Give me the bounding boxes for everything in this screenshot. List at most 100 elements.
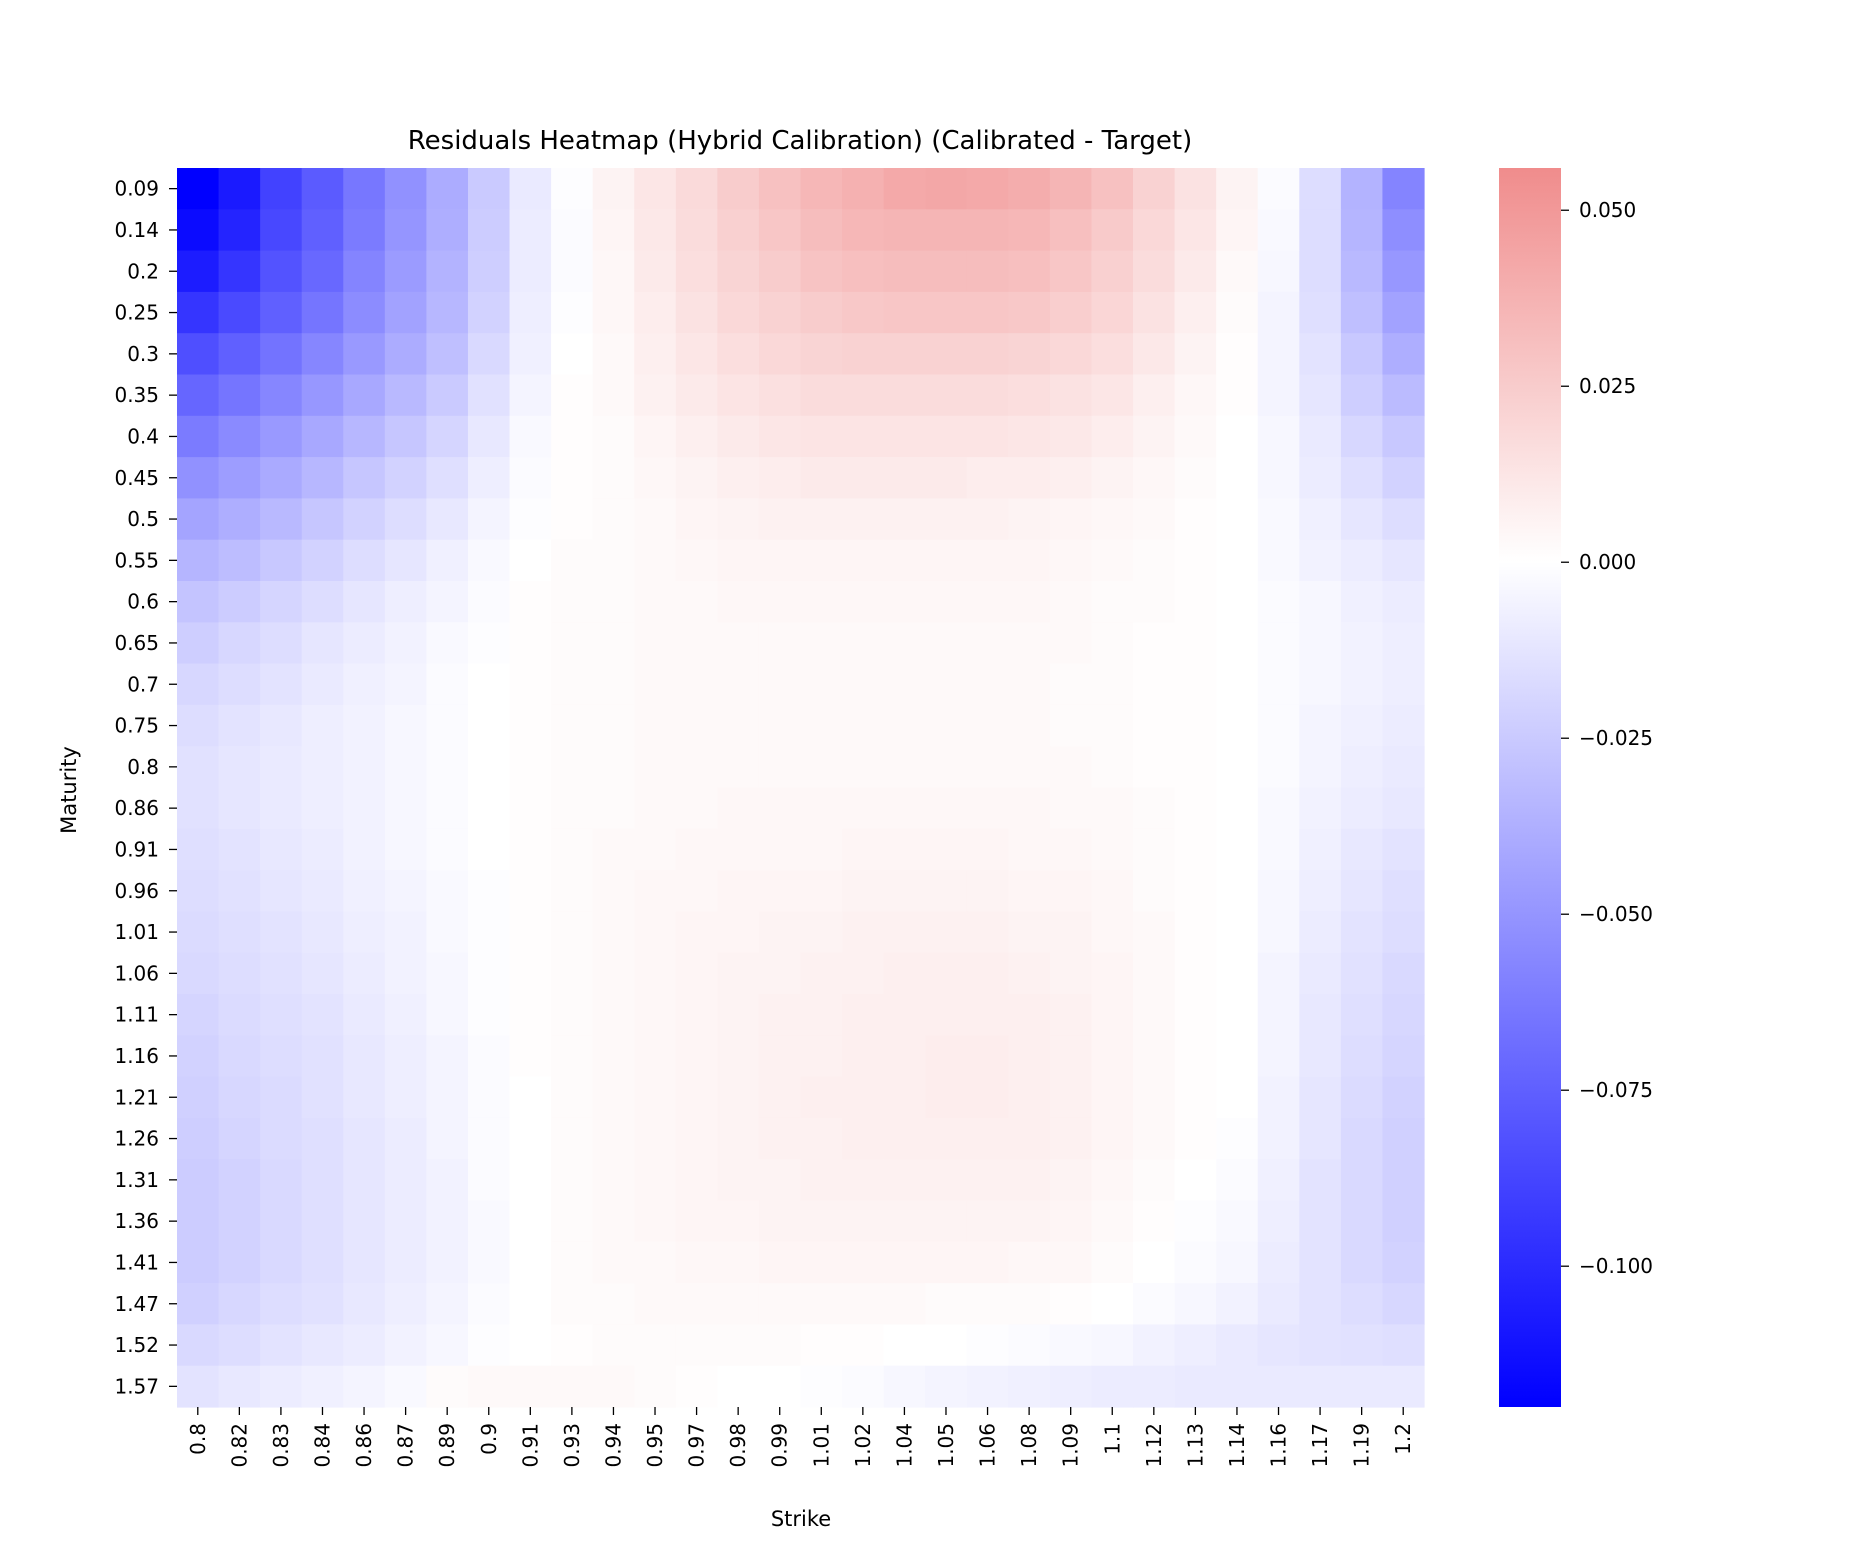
heatmap-cell — [1257, 746, 1300, 789]
heatmap-cell — [551, 828, 594, 871]
heatmap-cell — [800, 622, 843, 665]
heatmap-cell — [842, 1117, 885, 1160]
heatmap-cell — [551, 994, 594, 1036]
heatmap-cell — [1216, 1035, 1259, 1078]
heatmap-cell — [717, 168, 760, 210]
heatmap-cell — [883, 168, 926, 210]
x-tick-label: 1.14 — [1225, 1423, 1249, 1468]
heatmap-cell — [467, 1241, 511, 1284]
y-tick-label: 0.4 — [127, 424, 159, 448]
y-tick-label: 1.06 — [114, 961, 159, 985]
heatmap-cell — [800, 291, 843, 334]
heatmap-cell — [883, 663, 926, 706]
heatmap-cell — [1049, 622, 1093, 665]
y-tick-label: 0.2 — [127, 259, 159, 283]
heatmap-cell — [675, 374, 718, 417]
heatmap-cell — [1299, 333, 1342, 376]
heatmap-cell — [675, 1324, 718, 1367]
heatmap-cell — [384, 1241, 427, 1284]
heatmap-cell — [301, 994, 344, 1036]
heatmap-cell — [1299, 291, 1342, 334]
y-tick-label: 0.91 — [114, 837, 159, 861]
heatmap-cell — [634, 581, 677, 623]
heatmap-cell — [301, 168, 344, 210]
heatmap-cell — [925, 663, 968, 706]
heatmap-cell — [925, 1324, 968, 1367]
heatmap-cell — [1299, 911, 1342, 954]
heatmap-cell — [925, 704, 968, 747]
heatmap-cell — [426, 539, 469, 582]
heatmap-cell — [1257, 1200, 1300, 1243]
x-axis-label: Strike — [771, 1507, 831, 1531]
heatmap-cell — [717, 1241, 760, 1284]
heatmap-cell — [675, 333, 718, 376]
heatmap-cell — [883, 1159, 926, 1202]
heatmap-cell — [1174, 1283, 1217, 1325]
heatmap-cell — [1174, 374, 1217, 417]
heatmap-cell — [1299, 250, 1342, 293]
heatmap-cell — [592, 622, 635, 665]
heatmap-cell — [717, 457, 760, 499]
heatmap-cell — [426, 1159, 469, 1202]
heatmap-cell — [509, 952, 552, 995]
heatmap-cell — [1049, 539, 1093, 582]
heatmap-cell — [1299, 663, 1342, 706]
heatmap-cell — [1257, 209, 1300, 252]
heatmap-cell — [758, 291, 802, 334]
heatmap-cell — [1299, 539, 1342, 582]
x-tick-label: 1.01 — [809, 1423, 833, 1468]
heatmap-cell — [509, 374, 552, 417]
heatmap-cell — [301, 1117, 344, 1160]
heatmap-cell — [717, 1035, 760, 1078]
y-tick-label: 0.65 — [114, 631, 159, 655]
heatmap-cell — [1257, 1117, 1300, 1160]
heatmap-cell — [260, 1117, 303, 1160]
heatmap-cell — [218, 994, 261, 1036]
heatmap-cell — [467, 994, 511, 1036]
heatmap-cell — [1382, 911, 1425, 954]
heatmap-cell — [218, 746, 261, 789]
y-axis-ticks: 0.09 0.14 0.2 0.25 0.3 0.35 0.4 0.45 0.5 0.55 0.6 0… — [114, 177, 177, 1398]
heatmap-cell — [1008, 1035, 1051, 1078]
heatmap-cell — [1174, 911, 1217, 954]
heatmap-cell — [925, 498, 968, 541]
heatmap-cell — [384, 911, 427, 954]
heatmap-cell — [177, 870, 220, 912]
heatmap-cell — [634, 1365, 677, 1408]
heatmap-cell — [1091, 1200, 1134, 1243]
heatmap-cell — [1049, 787, 1093, 830]
heatmap-cell — [426, 498, 469, 541]
heatmap-cell — [634, 250, 677, 293]
heatmap-cell — [883, 1076, 926, 1119]
y-tick-label: 1.16 — [114, 1044, 159, 1068]
heatmap-cell — [467, 168, 511, 210]
heatmap-cell — [1133, 870, 1176, 912]
heatmap-cell — [883, 994, 926, 1036]
heatmap-cell — [1049, 415, 1093, 458]
heatmap-cell — [260, 1159, 303, 1202]
heatmap-cell — [966, 911, 1009, 954]
heatmap-cell — [301, 622, 344, 665]
heatmap-cell — [467, 952, 511, 995]
heatmap-cell — [1133, 539, 1176, 582]
heatmap-cell — [384, 250, 427, 293]
colorbar-tick-label: 0.050 — [1579, 198, 1636, 222]
heatmap-cell — [384, 457, 427, 499]
heatmap-cell — [467, 828, 511, 871]
heatmap-cell — [1382, 1159, 1425, 1202]
heatmap-cell — [675, 1200, 718, 1243]
x-tick-label: 0.98 — [726, 1423, 750, 1468]
heatmap-cell — [384, 498, 427, 541]
heatmap-cell — [592, 1283, 635, 1325]
heatmap-cell — [384, 994, 427, 1036]
colorbar-tick-label: −0.025 — [1579, 726, 1653, 750]
x-tick-label: 1.2 — [1391, 1423, 1415, 1455]
heatmap-cell — [1299, 1283, 1342, 1325]
heatmap-cell — [551, 415, 594, 458]
heatmap-cell — [883, 250, 926, 293]
heatmap-cell — [925, 1365, 968, 1408]
heatmap-cell — [467, 870, 511, 912]
heatmap-cell — [1257, 1241, 1300, 1284]
heatmap-cell — [1133, 333, 1176, 376]
